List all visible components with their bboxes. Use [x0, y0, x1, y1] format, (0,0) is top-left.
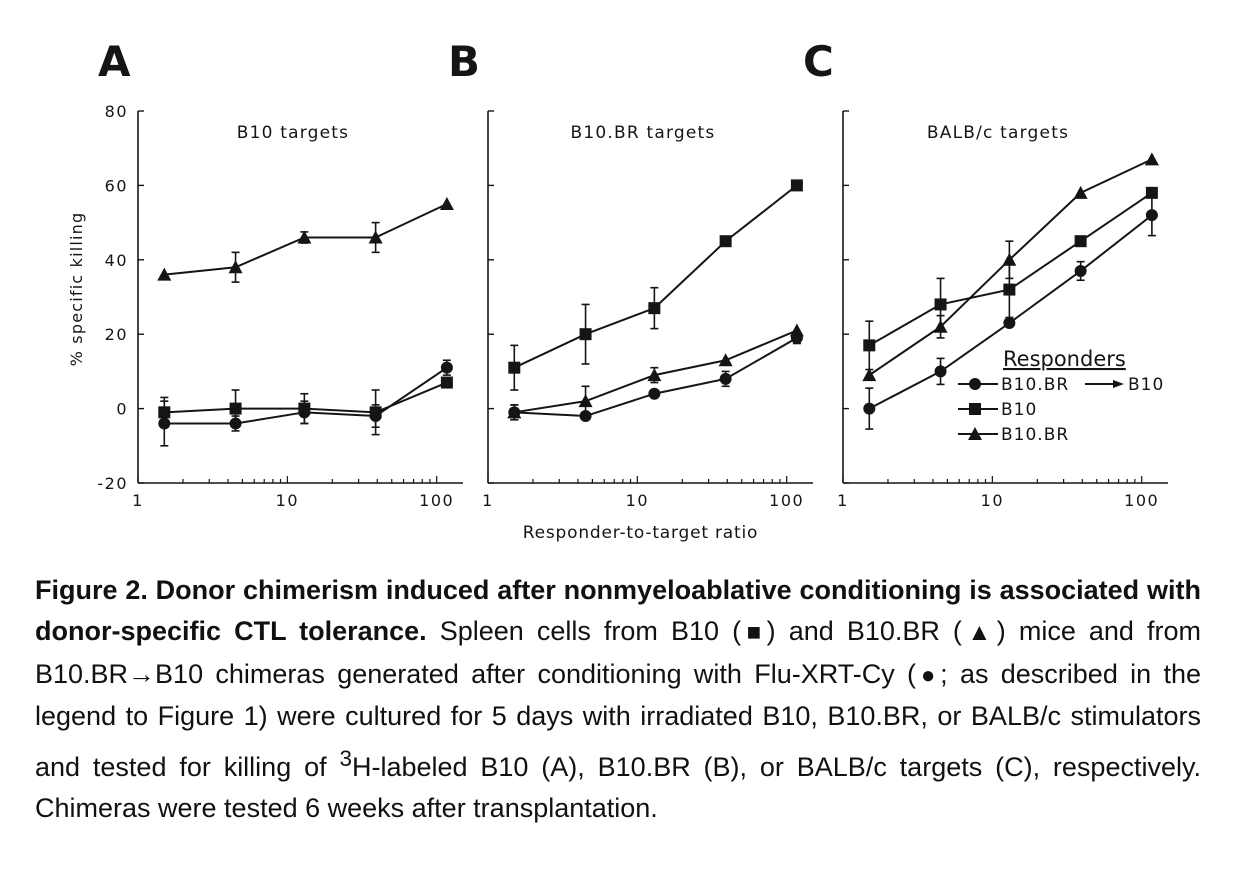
series-line [868, 158, 1153, 376]
panel-letter: A [98, 37, 131, 86]
data-point-square [229, 402, 242, 415]
caption-text-5: H-labeled B10 (A), B10.BR (B), or BALB/c… [35, 751, 1201, 824]
legend-title: Responders [1003, 347, 1126, 371]
caption-text-3: ) mice and from B10.BR→B10 chimeras gene… [35, 616, 1201, 689]
y-tick-label: 80 [105, 102, 128, 121]
square-marker-icon: ■ [741, 619, 767, 647]
legend-marker-square [969, 403, 981, 415]
caption-text-4: ; as described in the legend to Figure 1… [35, 658, 1201, 782]
data-point-square [158, 406, 171, 419]
caption-lead: Figure 2. Donor chimerism induced after … [35, 575, 1201, 647]
caption-text-2: ) and B10.BR ( [766, 616, 962, 647]
x-tick-label: 1 [482, 491, 494, 510]
legend-marker-circle [969, 378, 981, 390]
data-point-square [1145, 186, 1158, 199]
data-point-square [298, 402, 311, 415]
y-tick-label: 40 [105, 251, 128, 270]
data-point-square [579, 328, 592, 341]
data-point-triangle [228, 260, 243, 274]
data-point-circle [1003, 317, 1016, 330]
data-point-triangle [507, 405, 522, 419]
data-point-circle [934, 365, 947, 378]
y-tick-label: -20 [97, 474, 128, 493]
figure: A B10 targets -20 0 20 40 60 80 1 10 100 % specific… [67, 37, 1168, 543]
data-point-square [648, 302, 661, 315]
x-tick-label: 10 [981, 491, 1004, 510]
data-point-triangle [1073, 185, 1088, 199]
data-point-square [440, 376, 453, 389]
data-point-circle [1074, 264, 1087, 277]
circle-marker-icon: ● [916, 661, 941, 689]
data-point-triangle [933, 319, 948, 333]
x-tick-label: 1 [132, 491, 144, 510]
data-point-triangle [1144, 152, 1159, 166]
data-point-triangle [718, 353, 733, 367]
caption-text-1: Spleen cells from B10 ( [439, 616, 742, 647]
data-point-circle [719, 372, 732, 385]
legend-label: B10 [1128, 375, 1164, 395]
data-point-triangle [368, 230, 383, 244]
data-point-triangle [157, 267, 172, 281]
triangle-marker-icon: ▲ [961, 619, 997, 647]
data-point-square [863, 339, 876, 352]
panel-letter: B [448, 37, 480, 86]
data-point-square [934, 298, 947, 311]
data-point-triangle [647, 368, 662, 382]
x-tick-label: 100 [1124, 491, 1159, 510]
legend-label: B10 [1001, 400, 1037, 420]
y-axis-label: % specific killing [67, 212, 86, 367]
data-point-triangle [789, 323, 804, 337]
x-tick-label: 100 [419, 491, 454, 510]
legend-marker-triangle [968, 427, 982, 440]
legend-label: B10.BR [1001, 375, 1069, 395]
y-tick-label: 0 [116, 400, 128, 419]
x-tick-label: 100 [769, 491, 804, 510]
data-point-circle [648, 387, 661, 400]
y-tick-label: 20 [105, 325, 128, 344]
data-point-circle [1145, 209, 1158, 222]
x-tick-label: 10 [276, 491, 299, 510]
data-point-circle [863, 402, 876, 415]
panel-letter: C [803, 37, 834, 86]
panel-title: BALB/c targets [927, 123, 1069, 143]
caption-superscript: 3 [339, 745, 352, 771]
data-point-square [1003, 283, 1016, 296]
legend-label: B10.BR [1001, 425, 1069, 445]
data-point-square [369, 406, 382, 419]
data-point-triangle [439, 197, 454, 210]
panel-title: B10 targets [237, 123, 349, 143]
legend-arrow-head [1113, 380, 1124, 388]
y-tick-label: 60 [105, 176, 128, 195]
data-point-circle [440, 361, 453, 374]
panel-title: B10.BR targets [571, 123, 716, 143]
figure-caption: Figure 2. Donor chimerism induced after … [35, 570, 1201, 829]
series-line [513, 184, 798, 369]
data-point-square [790, 179, 803, 192]
data-point-triangle [578, 394, 593, 408]
x-tick-label: 10 [626, 491, 649, 510]
data-point-triangle [1002, 252, 1017, 266]
data-point-square [508, 361, 521, 374]
x-tick-label: 1 [837, 491, 849, 510]
data-point-triangle [862, 368, 877, 382]
data-point-square [1074, 235, 1087, 248]
data-point-square [719, 235, 732, 248]
x-axis-label: Responder-to-target ratio [523, 523, 758, 543]
data-point-triangle [297, 230, 312, 244]
